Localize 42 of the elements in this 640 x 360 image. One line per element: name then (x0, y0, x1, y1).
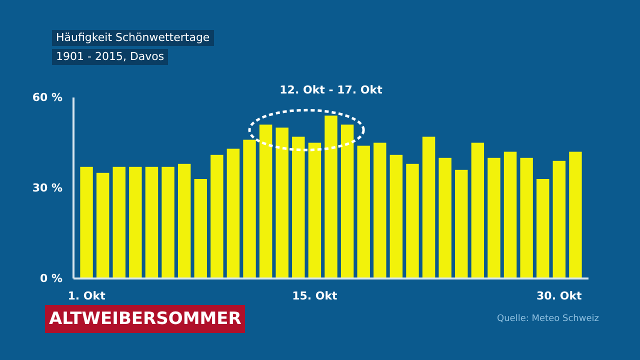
bar (569, 152, 582, 278)
y-tick-label: 0 % (40, 272, 63, 285)
chart-subtitle: 1901 - 2015, Davos (52, 49, 168, 65)
bar (406, 164, 419, 278)
bar (471, 142, 484, 278)
source-note: Quelle: Meteo Schweiz (497, 313, 599, 326)
bar (259, 124, 272, 278)
text: ALTWEIBERSOMMER (45, 305, 246, 334)
bar (488, 158, 500, 278)
bar (194, 178, 207, 278)
bar (178, 164, 191, 278)
bar (276, 128, 288, 278)
chart-title: Häufigkeit Schönwettertage (52, 30, 214, 46)
bar (162, 166, 174, 278)
bar (340, 124, 354, 278)
x-tick-label: 15. Okt (292, 290, 338, 302)
bar (422, 136, 436, 278)
y-tick-label: 30 % (32, 182, 63, 194)
x-tick-label: 1. Okt (68, 290, 106, 302)
bar (536, 178, 550, 278)
bar (243, 140, 256, 278)
bar (226, 148, 240, 278)
bar (390, 154, 403, 278)
bar (438, 158, 452, 278)
bar (520, 158, 533, 278)
bar (455, 170, 468, 278)
bar (357, 146, 370, 278)
bar (374, 142, 386, 278)
bar (210, 154, 224, 278)
text: 12. Okt - 17. Okt (280, 84, 382, 96)
bar (324, 116, 338, 278)
bar (129, 166, 142, 278)
bar (96, 172, 110, 278)
bar (145, 166, 158, 278)
bar (80, 166, 93, 278)
bar (292, 136, 305, 278)
bar (308, 142, 322, 278)
bar (112, 166, 126, 278)
bar (552, 160, 566, 278)
bar (504, 152, 517, 278)
x-tick-label: 30. Okt (536, 290, 582, 302)
y-tick-label: 60 % (32, 91, 63, 104)
